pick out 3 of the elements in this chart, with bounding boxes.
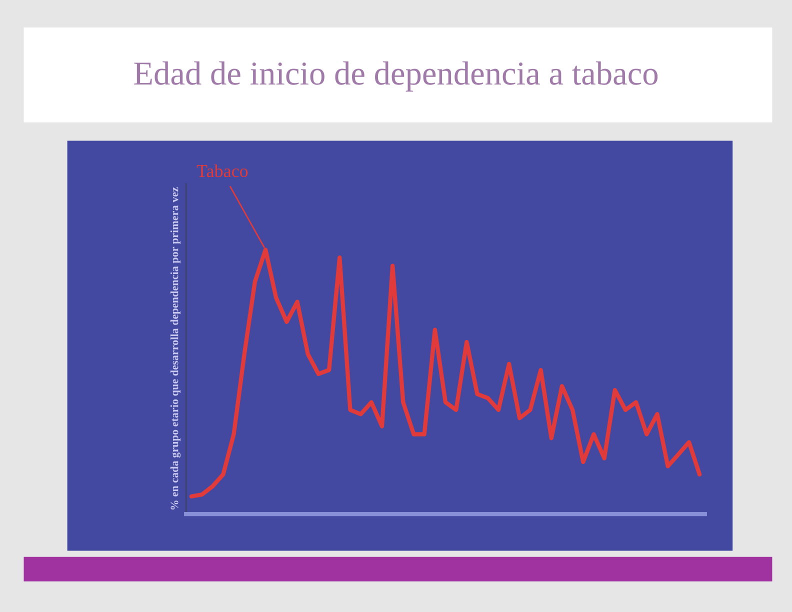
y-axis-title: % en cada grupo etario que desarrolla dependencia por primera vez [170,187,181,510]
chart-title: Edad de inicio de dependencia a tabaco [134,61,658,92]
text: Tabaco [196,164,248,178]
